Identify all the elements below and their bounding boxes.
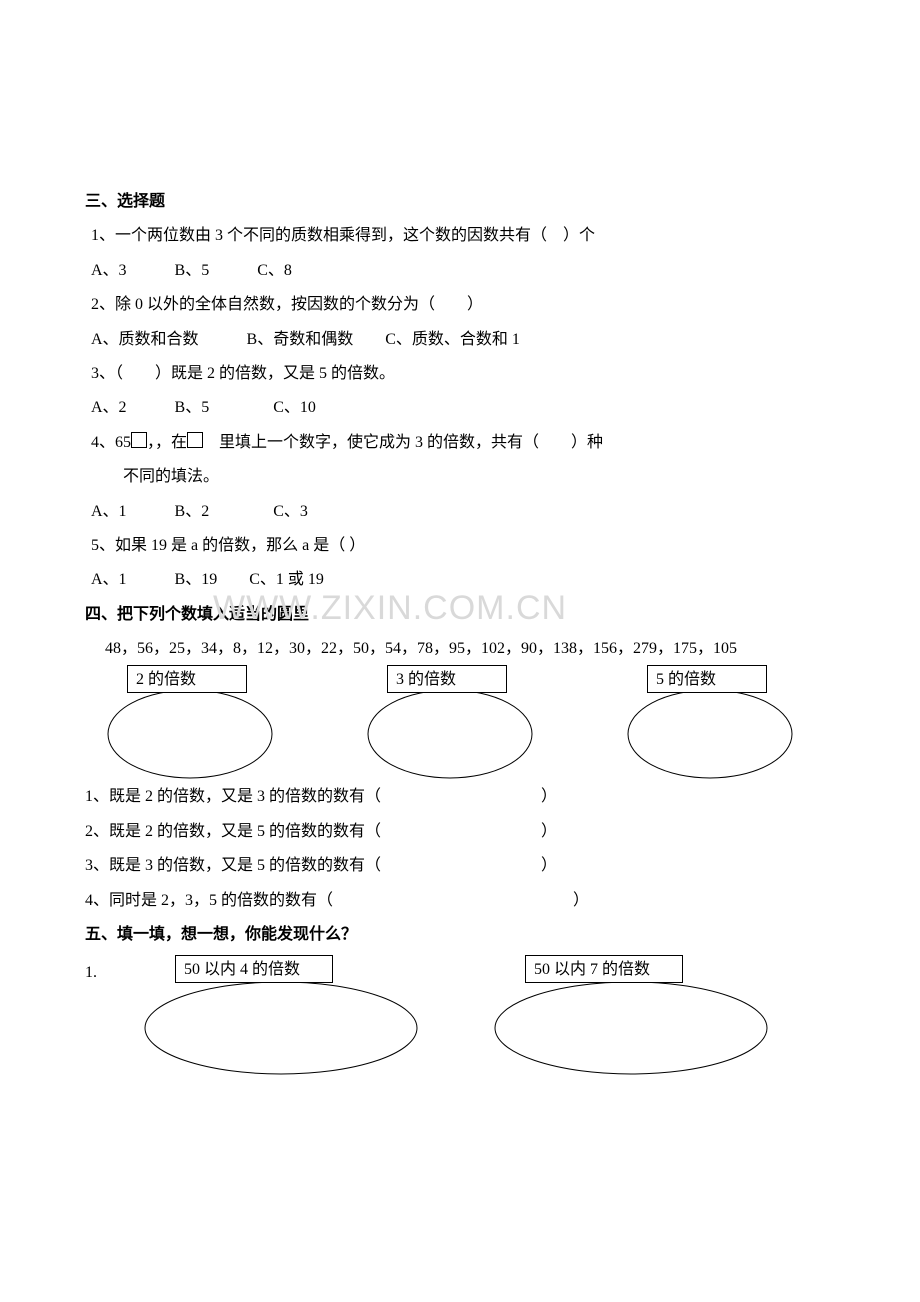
ellipse-label-7x-under50: 50 以内 7 的倍数 — [525, 955, 683, 983]
section4-line3: 3、既是 3 的倍数，又是 5 的倍数的数有（ ） — [85, 849, 835, 883]
ellipse-label-2x: 2 的倍数 — [127, 665, 247, 693]
q1-options: A、3 B、5 C、8 — [85, 254, 835, 288]
q1-text: 1、一个两位数由 3 个不同的质数相乘得到，这个数的因数共有（ ）个 — [85, 219, 835, 253]
blank-box-icon — [131, 432, 147, 448]
ellipse-5x: 5 的倍数 — [625, 662, 815, 780]
q2-options: A、质数和合数 B、奇数和偶数 C、质数、合数和 1 — [85, 323, 835, 357]
ellipse-label-3x: 3 的倍数 — [387, 665, 507, 693]
q5-text: 5、如果 19 是 a 的倍数，那么 a 是（ ） — [85, 529, 835, 563]
section5-number: 1. — [85, 952, 141, 990]
section-4-title: 四、把下列个数填入适当的圆里 — [85, 598, 835, 632]
q4-options: A、1 B、2 C、3 — [85, 495, 835, 529]
section4-line1: 1、既是 2 的倍数，又是 3 的倍数的数有（ ） — [85, 780, 835, 814]
q4-part-a: 4、65 — [91, 434, 131, 451]
q4-part-c: 里填上一个数字，使它成为 3 的倍数，共有（ ）种 — [203, 434, 603, 451]
q3-options: A、2 B、5 C、10 — [85, 391, 835, 425]
ellipse-row-section4: 2 的倍数 3 的倍数 5 的倍数 — [85, 662, 835, 780]
q2-text: 2、除 0 以外的全体自然数，按因数的个数分为（ ） — [85, 288, 835, 322]
q4-line2: 不同的填法。 — [85, 460, 835, 494]
section4-line4: 4、同时是 2，3，5 的倍数的数有（ ） — [85, 884, 835, 918]
q4-line1: 4、65 ，，在 里填上一个数字，使它成为 3 的倍数，共有（ ）种 — [85, 426, 835, 460]
ellipse-3x: 3 的倍数 — [365, 662, 555, 780]
section5-row: 1. 50 以内 4 的倍数 50 以内 7 的倍数 — [85, 952, 835, 1076]
q5-options: A、1 B、19 C、1 或 19 — [85, 563, 835, 597]
section4-line2: 2、既是 2 的倍数，又是 5 的倍数的数有（ ） — [85, 815, 835, 849]
section-4-numbers: 48，56，25，34，8，12，30，22，50，54，78，95，102，9… — [85, 632, 835, 666]
section-3-title: 三、选择题 — [85, 185, 835, 219]
q3-text: 3、（ ）既是 2 的倍数，又是 5 的倍数。 — [85, 357, 835, 391]
ellipse-2x: 2 的倍数 — [105, 662, 295, 780]
ellipse-label-4x-under50: 50 以内 4 的倍数 — [175, 955, 333, 983]
ellipse-label-5x: 5 的倍数 — [647, 665, 767, 693]
ellipse-4x-under50: 50 以内 4 的倍数 — [141, 952, 431, 1076]
q4-part-b: ，，在 — [147, 434, 187, 451]
blank-box-icon — [187, 432, 203, 448]
worksheet-page: 三、选择题 1、一个两位数由 3 个不同的质数相乘得到，这个数的因数共有（ ）个… — [0, 0, 920, 1136]
section-5-title: 五、填一填，想一想，你能发现什么？ — [85, 918, 835, 952]
ellipse-7x-under50: 50 以内 7 的倍数 — [491, 952, 781, 1076]
